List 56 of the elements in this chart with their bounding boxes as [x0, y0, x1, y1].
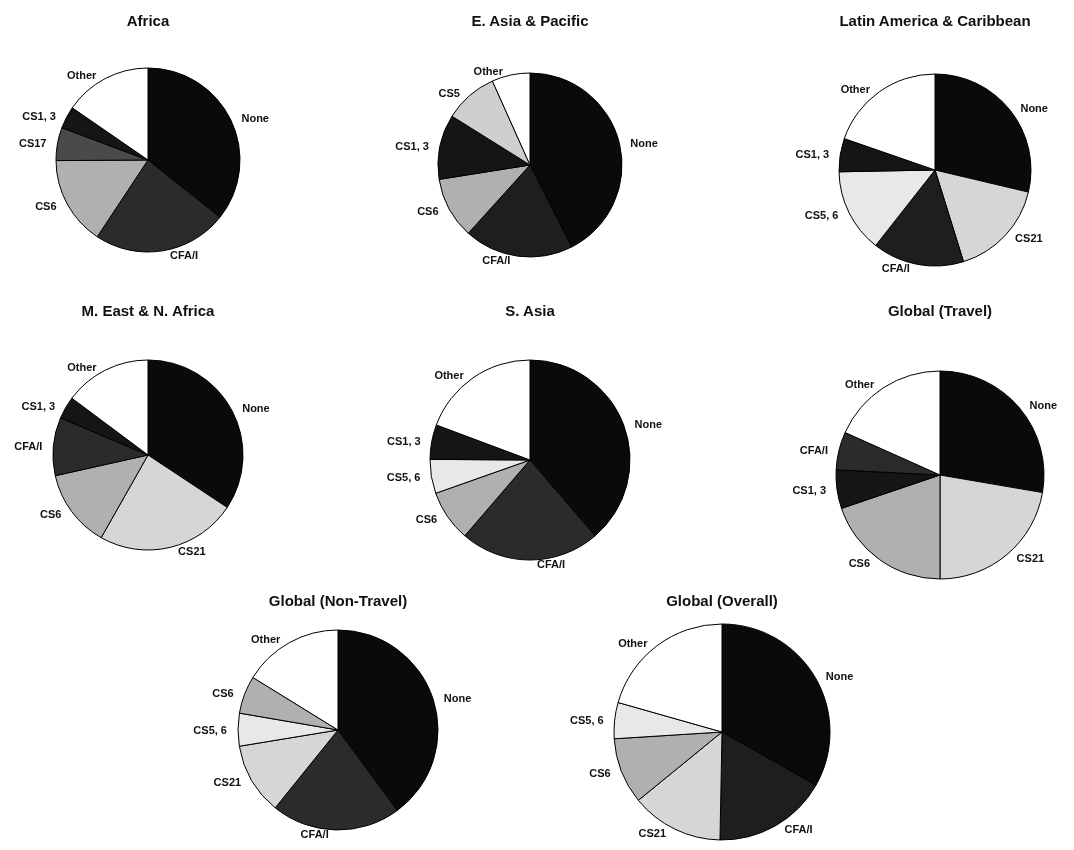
slice-label: CS21 [1016, 551, 1045, 564]
slice-label: CS6 [212, 687, 234, 700]
slice-label: CS1, 3 [792, 483, 827, 496]
slice-label: CFA/I [170, 248, 199, 261]
slice-label: CS6 [415, 512, 438, 525]
chart-title: Global (Travel) [887, 302, 993, 319]
slice-label: None [1029, 399, 1058, 412]
slice-label: CS6 [35, 199, 57, 212]
slice-label: CFA/I [784, 823, 813, 836]
slice-label: CFA/I [799, 443, 828, 456]
chart-title: E. Asia & Pacific [471, 12, 589, 29]
slice-label: None [1020, 101, 1048, 114]
slice-label: CS5, 6 [193, 723, 227, 736]
slice-label: CFA/I [482, 254, 511, 267]
slice-label: CFA/I [881, 262, 910, 275]
slice-label: CS5, 6 [804, 208, 839, 221]
slice-label: Other [618, 636, 649, 649]
slice-label: Other [840, 82, 871, 95]
slice-label: None [630, 136, 658, 149]
slice-label: None [443, 691, 472, 704]
slice-label: CS6 [40, 507, 62, 520]
chart-title: M. East & N. Africa [81, 302, 216, 319]
slice-label: CFA/I [537, 558, 566, 570]
chart-title: S. Asia [505, 302, 556, 319]
slice-label: CS5, 6 [570, 714, 604, 727]
slice-label: Other [67, 360, 98, 373]
slice-label: CS6 [417, 204, 439, 217]
slice-label: CS1, 3 [21, 399, 56, 412]
slice-label: Other [250, 633, 282, 646]
slice-label: CS6 [848, 556, 871, 569]
chart-title: Global (Non-Travel) [268, 592, 408, 609]
slice-label: Other [67, 69, 98, 82]
slice-label: CS1, 3 [395, 139, 429, 152]
slice-label: Other [434, 368, 465, 381]
slice-label: CFA/I [300, 827, 329, 840]
slice-label: CS1, 3 [22, 109, 56, 122]
slice-label: Other [473, 65, 504, 78]
slice-label: CS6 [589, 766, 611, 779]
slice-label: None [241, 112, 269, 125]
slice-label: CFA/I [14, 439, 43, 452]
slice-label: CS21 [638, 826, 667, 839]
slice-label: CS1, 3 [795, 148, 830, 161]
slice-label: CS21 [213, 776, 242, 789]
slice-label: CS21 [178, 545, 206, 558]
slice-label: CS1, 3 [387, 435, 421, 448]
chart-title: Africa [126, 12, 170, 29]
chart-title: Latin America & Caribbean [839, 12, 1031, 29]
slice-label: CS21 [1015, 232, 1043, 245]
slice-label: CS5 [438, 86, 460, 99]
slice-label: CS17 [18, 137, 47, 150]
chart-title: Global (Overall) [666, 592, 778, 609]
slice-label: None [825, 669, 854, 682]
slice-label: Other [844, 378, 875, 391]
slice-label: CS5, 6 [386, 471, 421, 484]
slice-label: None [242, 402, 270, 415]
slice-label: None [634, 417, 663, 430]
